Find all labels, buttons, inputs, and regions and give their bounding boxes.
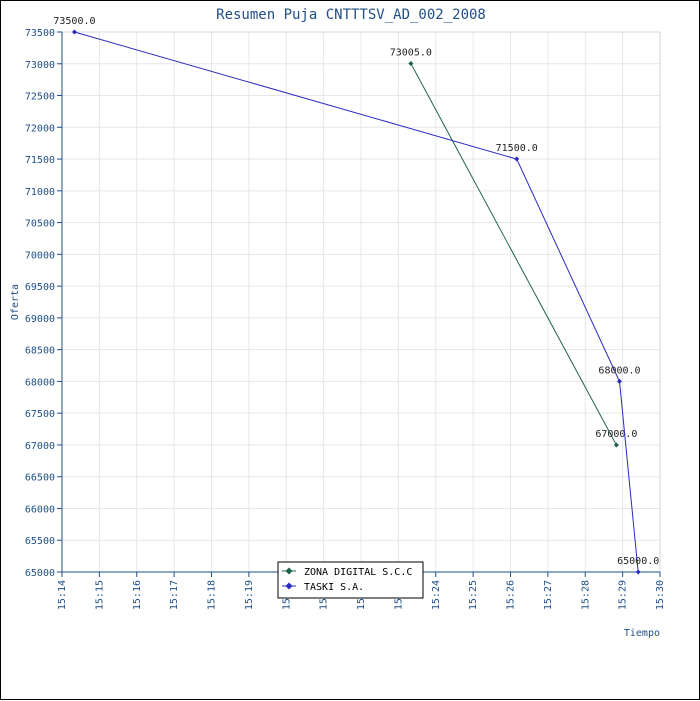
legend-box: [277, 561, 424, 599]
data-point: [408, 60, 414, 66]
x-tick-label: 15:19: [244, 580, 255, 610]
y-tick-label: 72000: [25, 123, 55, 134]
series-line: [74, 31, 639, 573]
grid: [62, 32, 660, 572]
data-label: 68000.0: [598, 365, 640, 376]
legend-label: ZONA DIGITAL S.C.C: [304, 567, 412, 578]
y-tick-label: 69500: [25, 282, 55, 293]
y-tick-label: 67000: [25, 441, 55, 452]
series-layer: 73005.0 67000.0 73500.0 71500.0 68000.0 65000…: [53, 16, 659, 575]
y-tick-label: 73000: [25, 60, 55, 71]
x-tick-label: 15:28: [580, 580, 591, 610]
x-tick-label: 15:18: [207, 580, 218, 610]
x-tick-label: 15:24: [431, 580, 442, 610]
y-tick-label: 68000: [25, 377, 55, 388]
data-point: [71, 29, 77, 35]
x-tick-label: 15:27: [543, 580, 554, 610]
y-tick-label: 71500: [25, 155, 55, 166]
x-tick-label: 15:17: [169, 580, 180, 610]
legend: ZONA DIGITAL S.C.C TASKI S.A.: [277, 561, 424, 599]
data-point: [514, 156, 520, 162]
y-tick-label: 67500: [25, 409, 55, 420]
x-tick-label: 15:15: [94, 580, 105, 610]
x-tick-label: 15:30: [655, 580, 666, 610]
y-tick-label: 65500: [25, 536, 55, 547]
series: 73005.0 67000.0: [390, 47, 637, 448]
data-point: [635, 569, 641, 575]
y-tick-label: 69000: [25, 314, 55, 325]
x-tick-label: 15:26: [506, 580, 517, 610]
y-tick-label: 73500: [25, 28, 55, 39]
y-tick-label: 68500: [25, 346, 55, 357]
data-point: [613, 442, 619, 448]
series-line: [410, 63, 617, 446]
x-tick-label: 15:25: [468, 580, 479, 610]
y-tick-label: 70000: [25, 250, 55, 261]
data-label: 73005.0: [390, 47, 432, 58]
y-tick-label: 71000: [25, 187, 55, 198]
x-tick-label: 15:14: [57, 580, 68, 610]
data-label: 65000.0: [617, 556, 659, 567]
data-label: 67000.0: [595, 429, 637, 440]
y-tick-label: 65000: [25, 568, 55, 579]
y-tick-label: 72500: [25, 92, 55, 103]
y-tick-label: 66000: [25, 504, 55, 515]
x-axis-label: Tiempo: [624, 628, 660, 639]
y-axis-label: Oferta: [10, 284, 21, 320]
x-tick-label: 15:16: [132, 580, 143, 610]
chart-title: Resumen Puja CNTTTSV_AD_002_2008: [216, 7, 486, 23]
x-tick-label: 15:29: [618, 580, 629, 610]
data-label: 73500.0: [53, 16, 95, 27]
legend-label: TASKI S.A.: [304, 582, 364, 593]
data-label: 71500.0: [496, 143, 538, 154]
y-tick-label: 70500: [25, 219, 55, 230]
y-axis: 65000 65500 66000 66500 67000 67500 68000 68500…: [25, 28, 62, 579]
data-point: [617, 378, 623, 384]
legend-marker: [285, 582, 293, 590]
y-tick-label: 66500: [25, 473, 55, 484]
legend-marker: [285, 567, 293, 575]
series: 73500.0 71500.0 68000.0 65000.0: [53, 16, 659, 575]
